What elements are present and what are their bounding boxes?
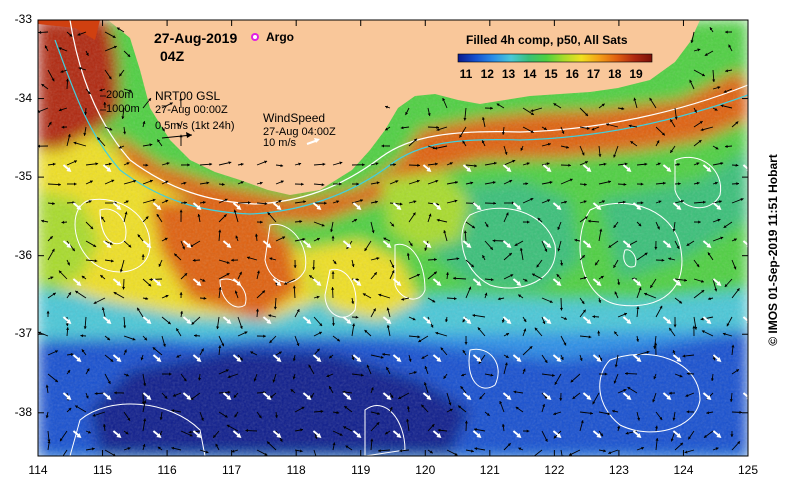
x-tick-label: 124 [673,463,694,477]
x-tick-label: 122 [544,463,565,477]
colorbar-tick-label: 12 [480,67,494,81]
colorbar-tick-label: 17 [586,67,601,81]
y-tick-label: -33 [14,12,32,26]
argo-marker [251,33,259,41]
y-tick-label: -34 [14,90,32,105]
argo-label: Argo [266,30,294,44]
x-tick-label: 115 [92,463,113,477]
colorbar-title: Filled 4h comp, p50, All Sats [466,33,628,47]
sst-contours [69,156,722,456]
currents-time: 27-Aug 00:00Z [155,104,228,116]
map-date: 27-Aug-2019 [154,30,238,46]
x-tick-label: 114 [28,463,48,477]
colorbar-tick-label: 13 [501,67,516,81]
wind-vectors [62,164,748,438]
map-time: 04Z [160,48,185,64]
currents-source: NRT00 GSL [155,89,221,103]
colorbar-tick-label: 16 [565,67,579,81]
isobath-labels-leaders [100,95,106,111]
land-mass [38,20,700,195]
colorbar [457,53,653,63]
colorbar-tick-label: 14 [523,67,537,81]
currents-scale: 0.5m/s (1kt 24h) [155,120,235,132]
x-tick-label: 119 [351,463,371,477]
x-tick-label: 120 [415,463,436,477]
plot-frame [37,19,749,457]
isobath-200-label: 200m [106,89,134,101]
land-mass-west [38,20,100,40]
colorbar-tick-label: 19 [629,67,643,81]
wind-scale: 10 m/s [263,137,297,149]
current-scale-arrow [161,132,193,139]
wind-scale-arrow [306,138,320,145]
x-tick-label: 118 [286,463,306,477]
y-tick-label: -36 [14,247,32,262]
current-vectors [38,27,744,456]
copyright-notice: © IMOS 01-Sep-2019 11:51 Hobart [766,154,780,346]
y-tick-label: -35 [14,169,32,184]
colorbar-tick-label: 11 [459,67,473,81]
x-tick-label: 121 [479,463,500,477]
wind-time: 27-Aug 04:00Z [263,126,336,138]
x-tick-label: 116 [157,463,177,477]
axis-ticks [37,19,749,456]
x-tick-label: 123 [608,463,629,477]
y-tick-label: -38 [14,404,32,419]
isobath-1000-label: 1000m [106,103,140,115]
x-tick-label: 117 [222,463,242,477]
y-tick-label: -37 [14,326,32,341]
colorbar-tick-label: 15 [544,67,558,81]
colorbar-tick-label: 18 [608,67,622,81]
x-tick-label: 125 [737,463,759,477]
wind-label: WindSpeed [263,111,326,125]
